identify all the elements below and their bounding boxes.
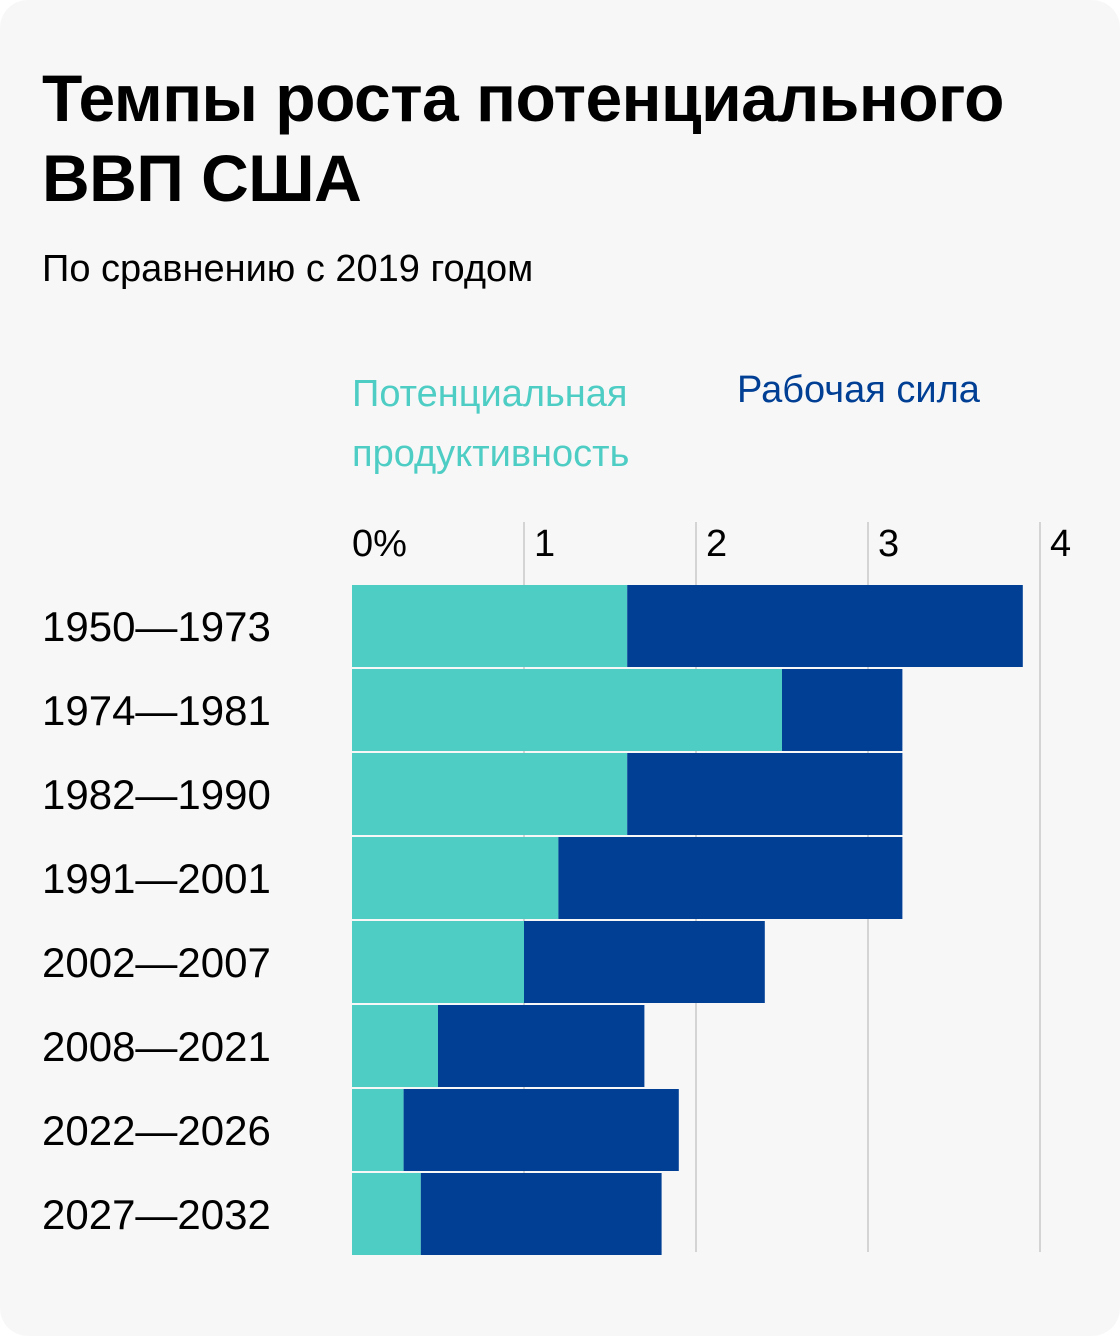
category-label: 2027—2032 bbox=[42, 1191, 271, 1238]
legend-productivity: Потенциальная продуктивность bbox=[352, 373, 630, 475]
x-tick-label: 1 bbox=[534, 523, 555, 565]
bar-labor-0 bbox=[627, 585, 1023, 667]
x-tick-label: 3 bbox=[878, 523, 899, 565]
category-label: 1991—2001 bbox=[42, 855, 271, 902]
bar-labor-7 bbox=[420, 1173, 662, 1255]
chart-subtitle: По сравнению с 2019 годом bbox=[42, 248, 534, 290]
bar-labor-4 bbox=[524, 921, 765, 1003]
bar-productivity-6 bbox=[352, 1089, 404, 1171]
category-label: 2008—2021 bbox=[42, 1023, 271, 1070]
x-tick-label: 4 bbox=[1050, 523, 1071, 565]
bar-productivity-0 bbox=[352, 585, 628, 667]
bar-productivity-1 bbox=[352, 669, 782, 751]
x-tick-label: 2 bbox=[706, 523, 727, 565]
x-tick-label: 0% bbox=[352, 523, 407, 565]
bar-productivity-3 bbox=[352, 837, 559, 919]
category-label: 1950—1973 bbox=[42, 603, 271, 650]
category-label: 1982—1990 bbox=[42, 771, 271, 818]
bar-productivity-4 bbox=[352, 921, 524, 1003]
category-label: 2022—2026 bbox=[42, 1107, 271, 1154]
bar-labor-6 bbox=[403, 1089, 679, 1171]
bar-labor-3 bbox=[558, 837, 903, 919]
category-label: 2002—2007 bbox=[42, 939, 271, 986]
bar-labor-5 bbox=[438, 1005, 645, 1087]
bar-labor-2 bbox=[627, 753, 903, 835]
category-label: 1974—1981 bbox=[42, 687, 271, 734]
bar-productivity-5 bbox=[352, 1005, 438, 1087]
chart-title: Темпы роста потенциального ВВП США bbox=[42, 61, 1004, 215]
bar-productivity-7 bbox=[352, 1173, 421, 1255]
bar-labor-1 bbox=[782, 669, 903, 751]
bar-productivity-2 bbox=[352, 753, 628, 835]
legend-labor-force: Рабочая сила bbox=[737, 369, 980, 411]
